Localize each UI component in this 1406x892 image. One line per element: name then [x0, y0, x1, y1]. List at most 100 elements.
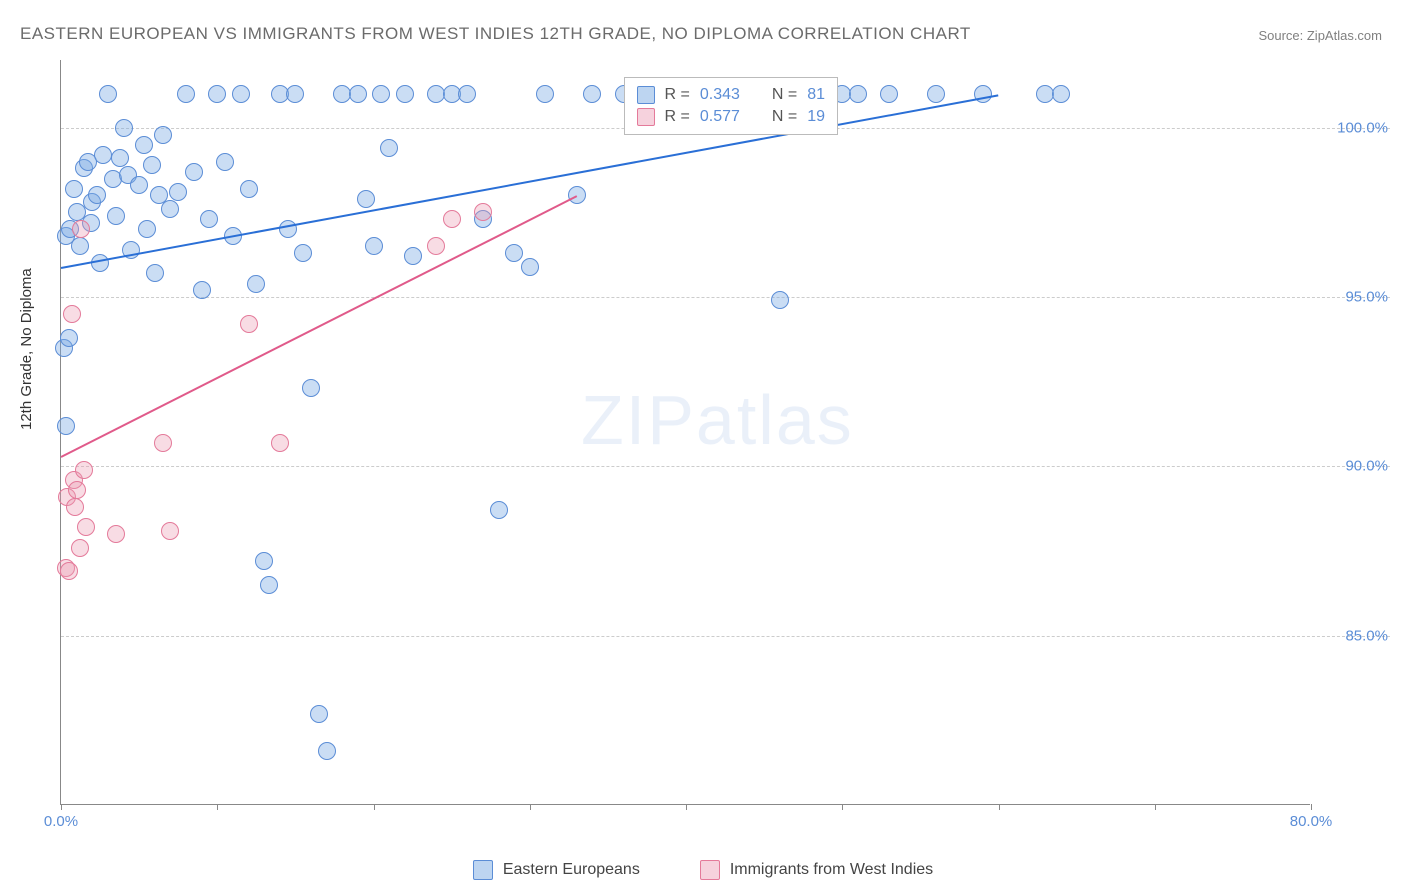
x-tick [530, 804, 531, 810]
legend-item-eastern-europeans: Eastern Europeans [473, 860, 640, 880]
stats-box: R = 0.343N = 81R = 0.577N = 19 [624, 77, 839, 135]
scatter-point [927, 85, 945, 103]
scatter-point [99, 85, 117, 103]
scatter-point [75, 461, 93, 479]
x-tick [217, 804, 218, 810]
scatter-point [521, 258, 539, 276]
x-tick [61, 804, 62, 810]
scatter-point [380, 139, 398, 157]
scatter-point [185, 163, 203, 181]
scatter-point [143, 156, 161, 174]
scatter-point [77, 518, 95, 536]
r-label: R = [665, 108, 690, 126]
scatter-point [771, 291, 789, 309]
scatter-point [232, 85, 250, 103]
scatter-point [60, 329, 78, 347]
watermark-zip: ZIP [581, 381, 696, 459]
x-tick [1311, 804, 1312, 810]
stats-row: R = 0.577N = 19 [633, 106, 830, 128]
x-tick [1155, 804, 1156, 810]
x-tick [374, 804, 375, 810]
scatter-point [240, 180, 258, 198]
scatter-point [396, 85, 414, 103]
y-tick-label: 85.0% [1345, 627, 1388, 644]
scatter-point [404, 247, 422, 265]
scatter-point [349, 85, 367, 103]
legend-swatch-pink [700, 860, 720, 880]
x-tick-label: 80.0% [1290, 813, 1333, 830]
scatter-point [536, 85, 554, 103]
legend-label-1: Eastern Europeans [503, 861, 640, 879]
source-label: Source: [1258, 28, 1306, 43]
source-link[interactable]: ZipAtlas.com [1307, 28, 1382, 43]
scatter-point [474, 203, 492, 221]
stats-row: R = 0.343N = 81 [633, 84, 830, 106]
scatter-point [138, 220, 156, 238]
scatter-point [71, 237, 89, 255]
scatter-point [208, 85, 226, 103]
scatter-point [458, 85, 476, 103]
scatter-point [247, 275, 265, 293]
scatter-point [318, 742, 336, 760]
r-label: R = [665, 86, 690, 104]
watermark-atlas: atlas [696, 381, 854, 459]
scatter-point [255, 552, 273, 570]
legend-swatch-blue [473, 860, 493, 880]
scatter-point [294, 244, 312, 262]
scatter-point [583, 85, 601, 103]
scatter-point [286, 85, 304, 103]
scatter-point [200, 210, 218, 228]
scatter-point [107, 207, 125, 225]
scatter-plot: ZIPatlas 85.0%90.0%95.0%100.0%0.0%80.0%R… [60, 60, 1310, 805]
scatter-point [154, 434, 172, 452]
stats-swatch [637, 86, 655, 104]
scatter-point [505, 244, 523, 262]
scatter-point [71, 539, 89, 557]
scatter-point [357, 190, 375, 208]
x-tick [999, 804, 1000, 810]
scatter-point [216, 153, 234, 171]
chart-title: EASTERN EUROPEAN VS IMMIGRANTS FROM WEST… [20, 24, 971, 44]
scatter-point [849, 85, 867, 103]
n-value: 19 [807, 108, 825, 126]
scatter-point [68, 481, 86, 499]
n-label: N = [772, 86, 797, 104]
scatter-point [260, 576, 278, 594]
scatter-point [65, 180, 83, 198]
scatter-point [193, 281, 211, 299]
watermark: ZIPatlas [581, 380, 854, 460]
y-axis-label: 12th Grade, No Diploma [18, 268, 35, 430]
source-attribution: Source: ZipAtlas.com [1258, 28, 1382, 43]
scatter-point [161, 200, 179, 218]
y-tick-label: 95.0% [1345, 289, 1388, 306]
scatter-point [135, 136, 153, 154]
x-tick [686, 804, 687, 810]
trend-line-pink [61, 196, 578, 459]
y-tick-label: 90.0% [1345, 458, 1388, 475]
x-tick [842, 804, 843, 810]
scatter-point [57, 417, 75, 435]
scatter-point [365, 237, 383, 255]
gridline [61, 466, 1390, 467]
legend-item-west-indies: Immigrants from West Indies [700, 860, 933, 880]
legend: Eastern Europeans Immigrants from West I… [0, 860, 1406, 880]
scatter-point [66, 498, 84, 516]
scatter-point [60, 562, 78, 580]
x-tick-label: 0.0% [44, 813, 78, 830]
scatter-point [130, 176, 148, 194]
scatter-point [107, 525, 125, 543]
legend-label-2: Immigrants from West Indies [730, 861, 933, 879]
gridline [61, 636, 1390, 637]
scatter-point [240, 315, 258, 333]
r-value: 0.577 [700, 108, 740, 126]
r-value: 0.343 [700, 86, 740, 104]
y-tick-label: 100.0% [1337, 119, 1388, 136]
scatter-point [443, 210, 461, 228]
scatter-point [72, 220, 90, 238]
stats-swatch [637, 108, 655, 126]
scatter-point [302, 379, 320, 397]
scatter-point [310, 705, 328, 723]
scatter-point [372, 85, 390, 103]
scatter-point [161, 522, 179, 540]
scatter-point [177, 85, 195, 103]
